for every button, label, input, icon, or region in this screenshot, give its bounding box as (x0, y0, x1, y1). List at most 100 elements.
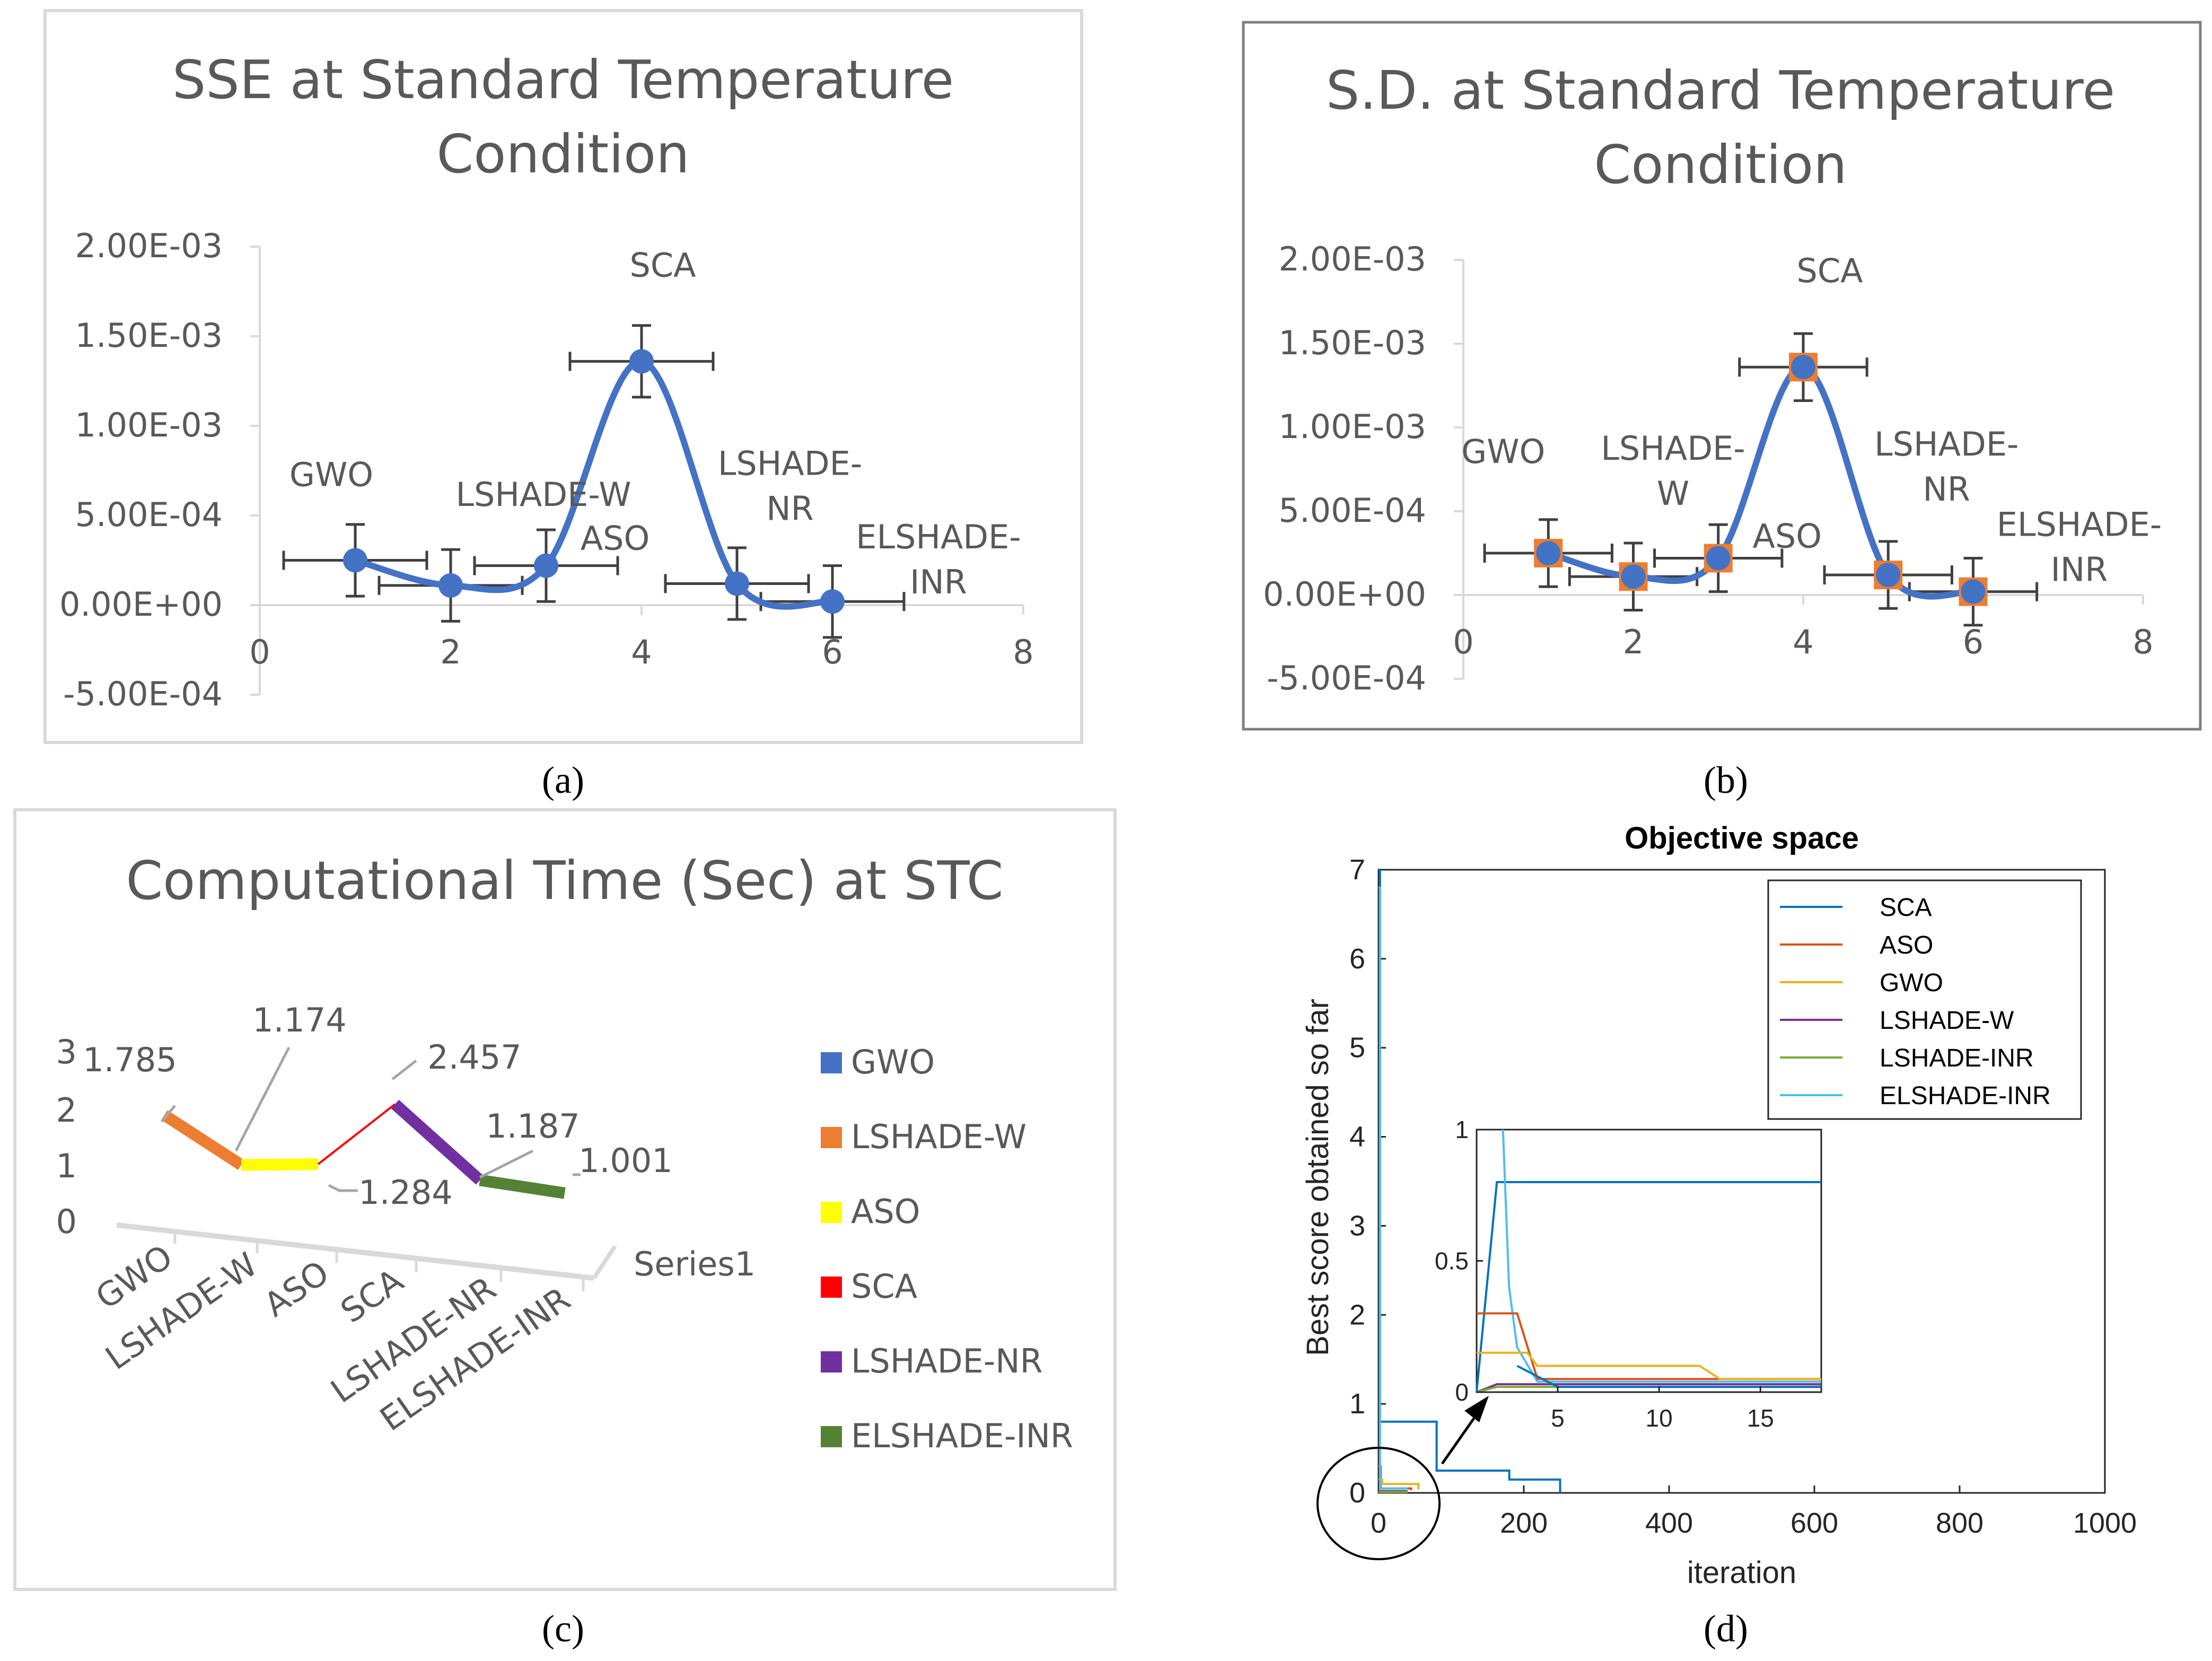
legend-label: ELSHADE-INR (851, 1417, 1073, 1455)
series-segment (161, 1110, 244, 1170)
y-tick-label: 1.50E-03 (75, 316, 223, 355)
y-tick-label: 1.00E-03 (1279, 407, 1427, 446)
data-point (1706, 546, 1731, 571)
point-label: SCA (629, 246, 696, 284)
panel-c-frame (13, 808, 1117, 1591)
point-label: INR (2051, 550, 2108, 589)
y-tick-label: 3 (56, 1033, 77, 1071)
point-label: W (1657, 474, 1689, 513)
y-tick-label: 2 (1349, 1299, 1365, 1331)
panel-d-xlabel: iteration (1687, 1555, 1796, 1590)
caption-a: (a) (542, 759, 584, 801)
x-tick-label: 400 (1645, 1507, 1693, 1539)
series-segment (241, 1158, 319, 1171)
panel-c: Computational Time (Sec) at STC 0 1 2 3 GWO L… (13, 808, 1117, 1591)
inset-x-tick-label: 10 (1646, 1404, 1673, 1432)
legend-swatch (821, 1351, 842, 1372)
panel-b: S.D. at Standard Temperature Condition -… (1242, 21, 2202, 731)
data-label: 1.001 (578, 1141, 673, 1180)
data-point (438, 573, 463, 598)
point-label: NR (1923, 470, 1970, 509)
y-tick-label: 6 (1349, 943, 1365, 975)
legend-label: GWO (1880, 969, 1943, 997)
panel-a-title-line2: Condition (436, 123, 689, 185)
data-point (629, 349, 654, 374)
data-point (343, 548, 367, 573)
inset-series-line (1477, 1351, 1821, 1380)
panel-c-title: Computational Time (Sec) at STC (126, 850, 1003, 912)
x-tick-label: 200 (1500, 1507, 1548, 1539)
data-label-leader (234, 1046, 291, 1152)
x-tick-label: 6 (1963, 623, 1983, 661)
y-tick-label: 3 (1349, 1210, 1365, 1242)
x-tick-label: 800 (1936, 1507, 1983, 1539)
series-axis-label: Series1 (634, 1245, 756, 1283)
y-tick-label: 5.00E-04 (75, 495, 223, 534)
inset-x-tick-label: 5 (1551, 1404, 1565, 1432)
legend-label: LSHADE-W (1880, 1007, 2014, 1035)
x-tick-label: 4 (631, 633, 652, 671)
x-tick-label: 1000 (2073, 1507, 2137, 1539)
x-tick-label: 2 (1623, 623, 1644, 661)
point-label: LSHADE- (718, 444, 862, 483)
inset-series-line (1502, 1129, 1821, 1383)
point-label: ELSHADE- (856, 518, 1021, 556)
data-label-leader (328, 1184, 358, 1192)
inset-x-tick-label: 15 (1747, 1404, 1774, 1432)
data-point (820, 589, 845, 614)
caption-d: (d) (1704, 1607, 1748, 1650)
x-tick-label: 600 (1790, 1507, 1838, 1539)
inset-y-tick-label: 1 (1455, 1116, 1469, 1143)
point-label: GWO (1461, 432, 1545, 471)
legend-swatch (821, 1277, 842, 1298)
panel-d: Objective space 0 200 400 600 800 1000 0 1 2 3 4 5 6… (1301, 821, 2137, 1590)
point-label: SCA (1796, 251, 1863, 290)
panel-a-title-line1: SSE at Standard Temperature (172, 49, 954, 111)
inset-series-line (1477, 1312, 1821, 1380)
y-tick-label: 7 (1349, 854, 1365, 886)
y-tick-label: 0.00E+00 (1263, 575, 1426, 614)
data-label: 1.187 (486, 1107, 580, 1146)
data-point (1536, 541, 1561, 565)
point-label: ASO (1752, 517, 1822, 555)
y-tick-label: 1 (1349, 1388, 1365, 1420)
data-label-leader (161, 1105, 176, 1123)
data-label: 1.174 (252, 1001, 347, 1039)
point-label: INR (910, 563, 967, 601)
panel-d-ylabel: Best score obtained so far (1301, 999, 1335, 1356)
data-label: 1.284 (358, 1173, 453, 1212)
legend-swatch (821, 1426, 842, 1447)
legend-label: ELSHADE-INR (1880, 1082, 2051, 1110)
y-tick-label: 2.00E-03 (75, 226, 223, 265)
zoom-circle (1316, 1447, 1441, 1560)
legend-label: LSHADE-NR (851, 1342, 1043, 1380)
y-tick-label: 0 (1349, 1477, 1365, 1509)
x-tick-label: 4 (1793, 623, 1813, 661)
y-tick-label: 2.00E-03 (1279, 240, 1427, 278)
caption-c: (c) (542, 1607, 584, 1650)
series-line (1379, 886, 1408, 1490)
y-tick-label: 0 (56, 1202, 77, 1241)
x-tick-label: 0 (1371, 1507, 1386, 1539)
x-tick-label: 0 (249, 633, 270, 671)
panel-c-legend: GWO LSHADE-W ASO SCA LSHADE-NR ELSHADE-INR (821, 1043, 1073, 1455)
floor-axis (116, 1222, 594, 1281)
series-segment (391, 1099, 484, 1185)
y-tick-label: 1 (56, 1147, 77, 1185)
point-label: ASO (581, 519, 650, 558)
legend-swatch (821, 1127, 842, 1148)
legend-label: GWO (851, 1043, 935, 1081)
x-tick-label: 8 (2132, 623, 2153, 661)
series-segment (479, 1174, 566, 1199)
inset-series-line (1476, 1181, 1821, 1393)
x-tick-label: 2 (440, 633, 461, 671)
data-label-leader (479, 1149, 534, 1179)
legend-label: LSHADE-INR (1880, 1044, 2034, 1072)
panel-b-plot: -5.00E-04 0.00E+00 5.00E-04 1.00E-03 1.50E-0… (1263, 240, 2162, 697)
y-tick-label: 2 (56, 1091, 77, 1130)
inset-axes-box (1476, 1129, 1822, 1393)
y-tick-label: -5.00E-04 (1267, 659, 1426, 697)
x-tick-label: 6 (822, 633, 842, 671)
y-tick-label: 5.00E-04 (1279, 491, 1427, 530)
